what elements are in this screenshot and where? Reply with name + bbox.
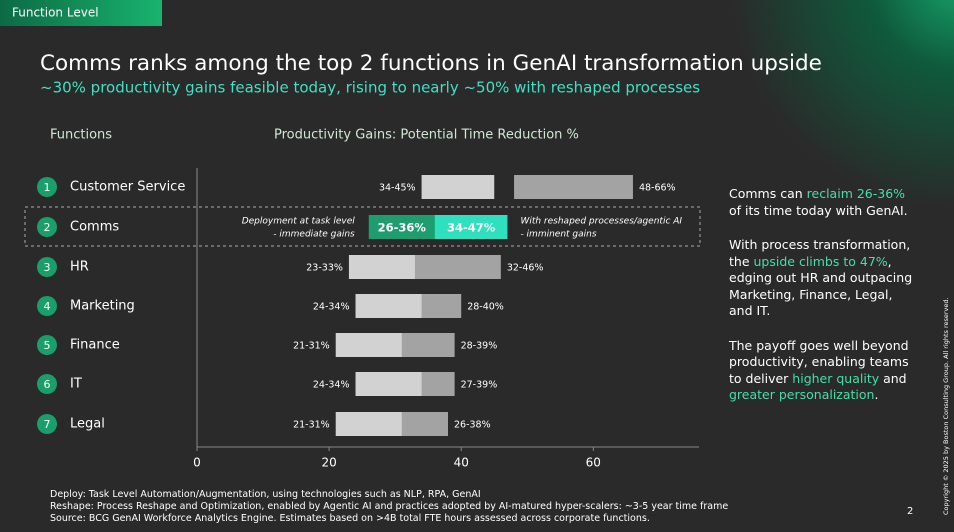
row-badge (37, 257, 57, 277)
functions-heading: Functions (50, 128, 112, 143)
category-label: Legal (70, 417, 105, 432)
range-bar (355, 294, 422, 318)
text: With process transformation, the (729, 237, 911, 269)
row-badge (37, 177, 57, 197)
row-badge (37, 296, 57, 316)
row-number: 4 (44, 300, 51, 313)
row-number: 7 (44, 418, 51, 431)
text: The payoff goes well beyond productivity… (729, 337, 909, 386)
annotation: - immediate gains (273, 230, 355, 240)
range-bar (421, 175, 495, 199)
footnote: Reshape: Process Reshape and Optimizatio… (50, 501, 729, 512)
value-label: 28-39% (461, 341, 498, 352)
row-badge (37, 335, 57, 355)
category-label: Finance (70, 338, 120, 353)
range-bar (348, 255, 415, 279)
x-tick-label: 20 (321, 456, 336, 470)
text: , edging out HR and outpacing Marketing,… (729, 253, 913, 319)
range-bar (421, 215, 508, 239)
x-tick-label: 0 (193, 456, 201, 470)
row-number: 1 (44, 181, 51, 194)
value-label: 32-46% (507, 263, 544, 274)
value-label: 27-39% (461, 380, 498, 391)
sidebar-paragraph: With process transformation, the upside … (729, 237, 914, 320)
row-number: 6 (44, 378, 51, 391)
category-label: Comms (70, 220, 119, 235)
x-tick-label: 60 (586, 456, 601, 470)
range-bar (368, 215, 435, 239)
category-label: IT (70, 377, 82, 392)
text: . (874, 387, 879, 402)
value-label: 26-36% (378, 221, 427, 235)
row-badge (37, 374, 57, 394)
range-bar (335, 333, 402, 357)
category-label: HR (70, 260, 89, 275)
annotation: With reshaped processes/agentic AI (520, 217, 682, 227)
value-label: 26-38% (454, 420, 491, 431)
accent-text: greater personalization (729, 387, 875, 402)
category-label: Customer Service (70, 180, 185, 195)
accent-text: higher quality (792, 370, 880, 386)
tab-label: Function Level (12, 6, 99, 20)
accent-text: reclaim 26-36% (806, 186, 906, 201)
footnote: Source: BCG GenAI Workforce Analytics En… (50, 513, 650, 524)
range-bar (514, 175, 633, 199)
highlight-box (24, 206, 701, 247)
tab (0, 0, 162, 26)
value-label: 21-31% (293, 341, 330, 352)
row-number: 3 (44, 261, 51, 274)
range-bar (355, 372, 422, 396)
chart-title: Productivity Gains: Potential Time Reduc… (274, 128, 579, 143)
sidebar-paragraph: Comms can reclaim 26-36% of its time tod… (729, 186, 914, 219)
range-bar (408, 255, 501, 279)
row-badge (37, 414, 57, 434)
value-label: 21-31% (293, 420, 330, 431)
row-badge (37, 217, 57, 237)
row-number: 2 (44, 221, 51, 234)
footnote: Deploy: Task Level Automation/Augmentati… (50, 489, 481, 500)
value-label: 28-40% (467, 302, 504, 313)
value-label: 23-33% (306, 263, 343, 274)
accent-text: upside climbs to 47% (753, 253, 888, 269)
value-label: 24-34% (313, 302, 350, 313)
text: and (879, 370, 907, 386)
value-label: 34-47% (447, 221, 496, 235)
sidebar: Comms can reclaim 26-36% of its time tod… (729, 186, 914, 422)
value-label: 24-34% (313, 380, 350, 391)
category-label: Marketing (70, 299, 135, 314)
annotation: - imminent gains (520, 230, 596, 240)
title: Comms ranks among the top 2 functions in… (40, 51, 822, 76)
subtitle: ~30% productivity gains feasible today, … (40, 79, 700, 97)
text: Comms can (729, 186, 807, 201)
footnotes: Deploy: Task Level Automation/Augmentati… (50, 489, 728, 525)
row-number: 5 (44, 339, 51, 352)
value-label: 48-66% (639, 183, 676, 194)
annotation: Deployment at task level (242, 217, 356, 227)
x-tick-label: 40 (454, 456, 469, 470)
page-number: 2 (907, 506, 913, 517)
copyright: Copyright © 2025 by Boston Consulting Gr… (942, 297, 950, 515)
value-label: 34-45% (379, 183, 416, 194)
text: of its time today with GenAI. (729, 202, 908, 218)
range-bar (335, 412, 402, 436)
sidebar-paragraph: The payoff goes well beyond productivity… (729, 338, 914, 404)
